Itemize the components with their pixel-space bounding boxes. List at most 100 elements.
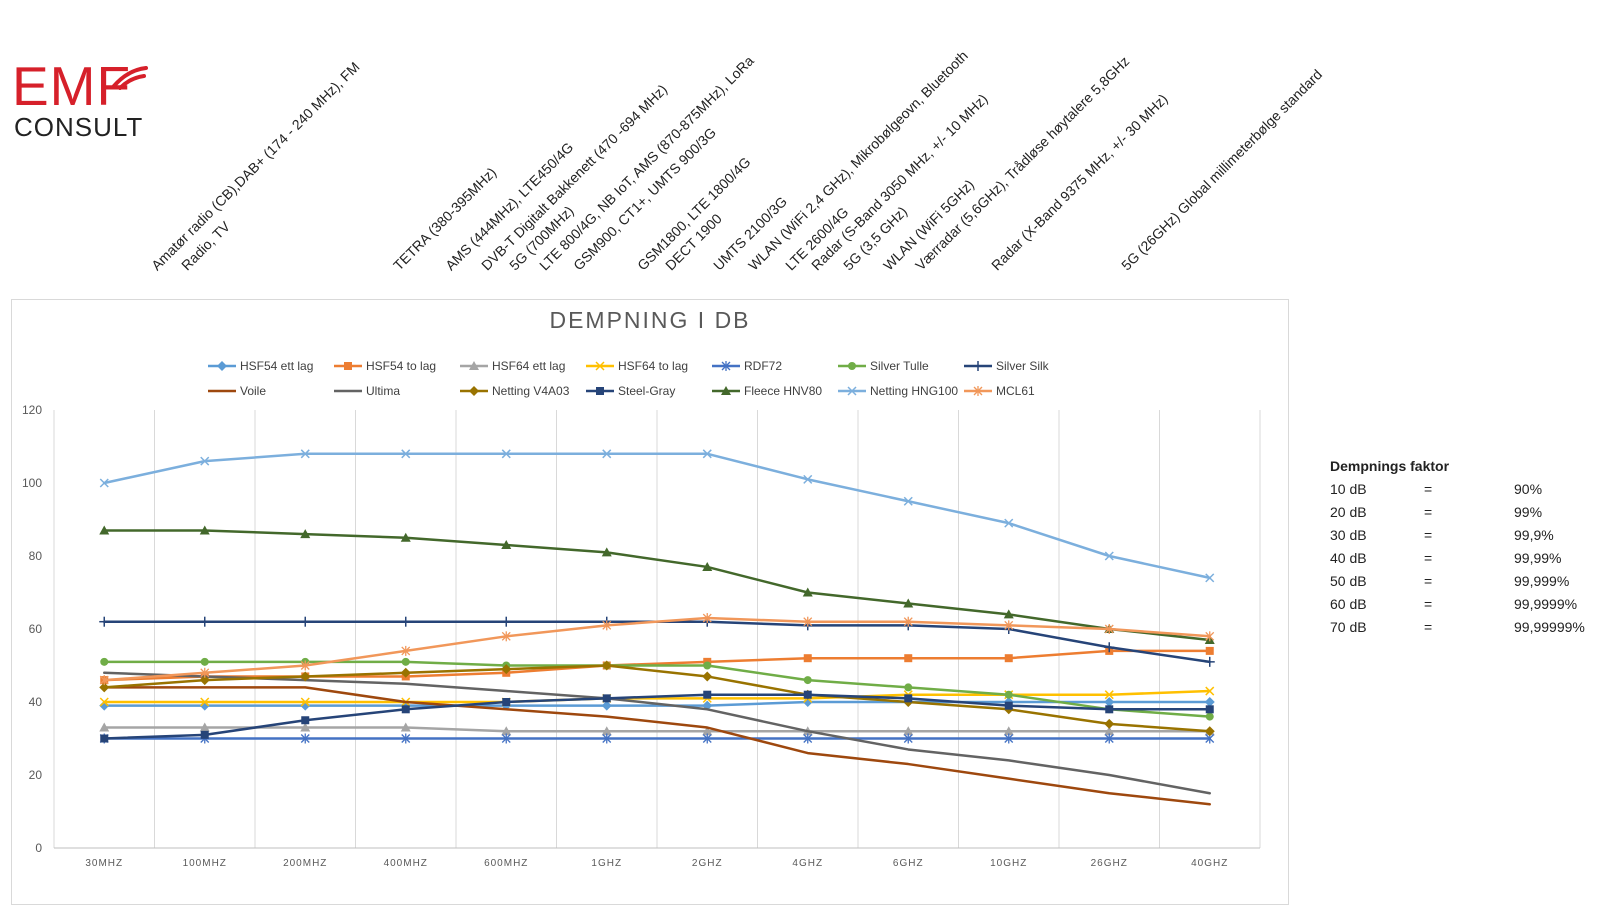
data-point xyxy=(300,722,311,732)
data-point xyxy=(99,525,110,535)
factor-percent: 99,9999% xyxy=(1514,596,1578,612)
factor-table-row: 10 dB = 90% xyxy=(1330,478,1600,501)
data-point xyxy=(99,682,110,693)
legend-swatch-marker xyxy=(721,361,731,371)
factor-equals: = xyxy=(1424,619,1433,635)
legend-entry: Fleece HNV80 xyxy=(744,384,822,398)
data-point xyxy=(702,561,713,571)
series-line xyxy=(103,693,1211,740)
data-point xyxy=(400,667,411,678)
x-tick-label: 1GHZ xyxy=(591,858,622,869)
data-point xyxy=(1205,573,1215,583)
data-point xyxy=(1205,686,1215,696)
x-tick-label: 10GHZ xyxy=(990,858,1027,869)
data-point xyxy=(200,730,209,739)
chart-frame: DEMPNING I DB 0 20 40 60 80 100 120 30MHZ 100MHZ 2… xyxy=(11,299,1289,905)
data-point xyxy=(601,547,612,557)
data-point xyxy=(300,697,310,707)
band-label: 5G (26GHz) Global millimeterbølge standa… xyxy=(1118,66,1326,274)
x-tick-label: 26GHZ xyxy=(1091,858,1128,869)
series-line xyxy=(103,671,1211,795)
data-point xyxy=(501,540,512,550)
x-tick-label: 6GHZ xyxy=(893,858,924,869)
band-label: Amatør radio (CB),DAB+ (174 - 240 MHz), … xyxy=(148,58,363,274)
data-point xyxy=(401,733,411,744)
data-point xyxy=(1205,712,1214,721)
attenuation-factor-table: Dempnings faktor 10 dB = 90% 20 dB = 99% 30 dB… xyxy=(1330,455,1600,639)
x-tick-label: 4GHZ xyxy=(792,858,823,869)
data-point xyxy=(703,690,712,699)
data-point xyxy=(1104,624,1114,634)
factor-db: 70 dB xyxy=(1330,619,1367,635)
factor-db: 30 dB xyxy=(1330,527,1367,543)
data-point xyxy=(1205,705,1214,714)
data-point xyxy=(702,700,713,711)
data-point xyxy=(1204,697,1215,707)
legend-entry: Netting V4A03 xyxy=(492,384,570,398)
legend-entry: Silver Silk xyxy=(996,359,1050,373)
factor-percent: 99,9% xyxy=(1514,527,1554,543)
legend-entry: MCL61 xyxy=(996,384,1035,398)
attenuation-line-chart: DEMPNING I DB 0 20 40 60 80 100 120 30MHZ 100MHZ 2… xyxy=(22,307,1261,869)
factor-percent: 99,999% xyxy=(1514,573,1570,589)
data-point xyxy=(1004,733,1014,744)
data-point xyxy=(1104,697,1115,707)
legend-swatch-marker xyxy=(847,386,857,396)
data-point xyxy=(803,616,813,627)
data-point xyxy=(400,616,411,627)
y-tick-label: 60 xyxy=(29,622,43,636)
data-point xyxy=(904,683,913,692)
data-point xyxy=(100,657,109,666)
data-point xyxy=(400,722,411,732)
data-point xyxy=(99,675,109,686)
data-point xyxy=(200,667,210,678)
legend-swatch-marker xyxy=(469,361,479,370)
band-label: LTE 800/4G, NB IoT, AMS (870-875MHz), Lo… xyxy=(536,52,757,274)
data-point xyxy=(1104,718,1115,729)
factor-db: 40 dB xyxy=(1330,550,1367,566)
data-point xyxy=(903,496,913,506)
data-point xyxy=(200,657,209,666)
legend-swatch-marker xyxy=(721,386,731,395)
series-line xyxy=(103,616,1211,682)
data-point xyxy=(99,722,110,732)
legend-entry: HSF54 to lag xyxy=(366,359,436,373)
data-point xyxy=(501,449,511,459)
data-point xyxy=(803,676,812,685)
legend-swatch-marker xyxy=(469,386,479,396)
factor-table-row: 30 dB = 99,9% xyxy=(1330,524,1600,547)
data-point xyxy=(702,671,713,682)
data-point xyxy=(803,690,812,699)
x-tick-label: 2GHZ xyxy=(692,858,723,869)
data-point xyxy=(702,613,712,624)
x-tick-label: 400MHZ xyxy=(384,858,428,869)
data-point xyxy=(401,449,411,459)
data-point xyxy=(803,654,812,663)
y-tick-label: 100 xyxy=(22,476,42,490)
factor-db: 50 dB xyxy=(1330,573,1367,589)
factor-percent: 99,99% xyxy=(1514,550,1562,566)
factor-percent: 99% xyxy=(1514,504,1543,520)
data-point xyxy=(702,449,712,459)
legend-entry: Steel-Gray xyxy=(618,384,675,398)
chart-title: DEMPNING I DB xyxy=(549,307,750,333)
data-point xyxy=(601,700,612,711)
legend-swatch-marker xyxy=(217,361,227,371)
data-point xyxy=(1104,690,1114,700)
data-point xyxy=(300,733,310,744)
data-point xyxy=(401,705,410,714)
data-point xyxy=(99,616,110,627)
series-line xyxy=(103,700,1211,707)
data-point xyxy=(903,726,914,736)
legend-swatch-marker xyxy=(973,361,983,371)
factor-db: 10 dB xyxy=(1330,481,1367,497)
factor-table-row: 20 dB = 99% xyxy=(1330,501,1600,524)
data-point xyxy=(502,698,511,706)
legend-swatch-marker xyxy=(344,362,352,370)
data-point xyxy=(802,587,813,597)
factor-table-row: 50 dB = 99,999% xyxy=(1330,570,1600,593)
data-point xyxy=(602,620,612,631)
data-point xyxy=(703,661,712,670)
x-tick-label: 600MHZ xyxy=(484,858,528,869)
emf-consult-logo: EMF CONSULT xyxy=(12,56,148,142)
